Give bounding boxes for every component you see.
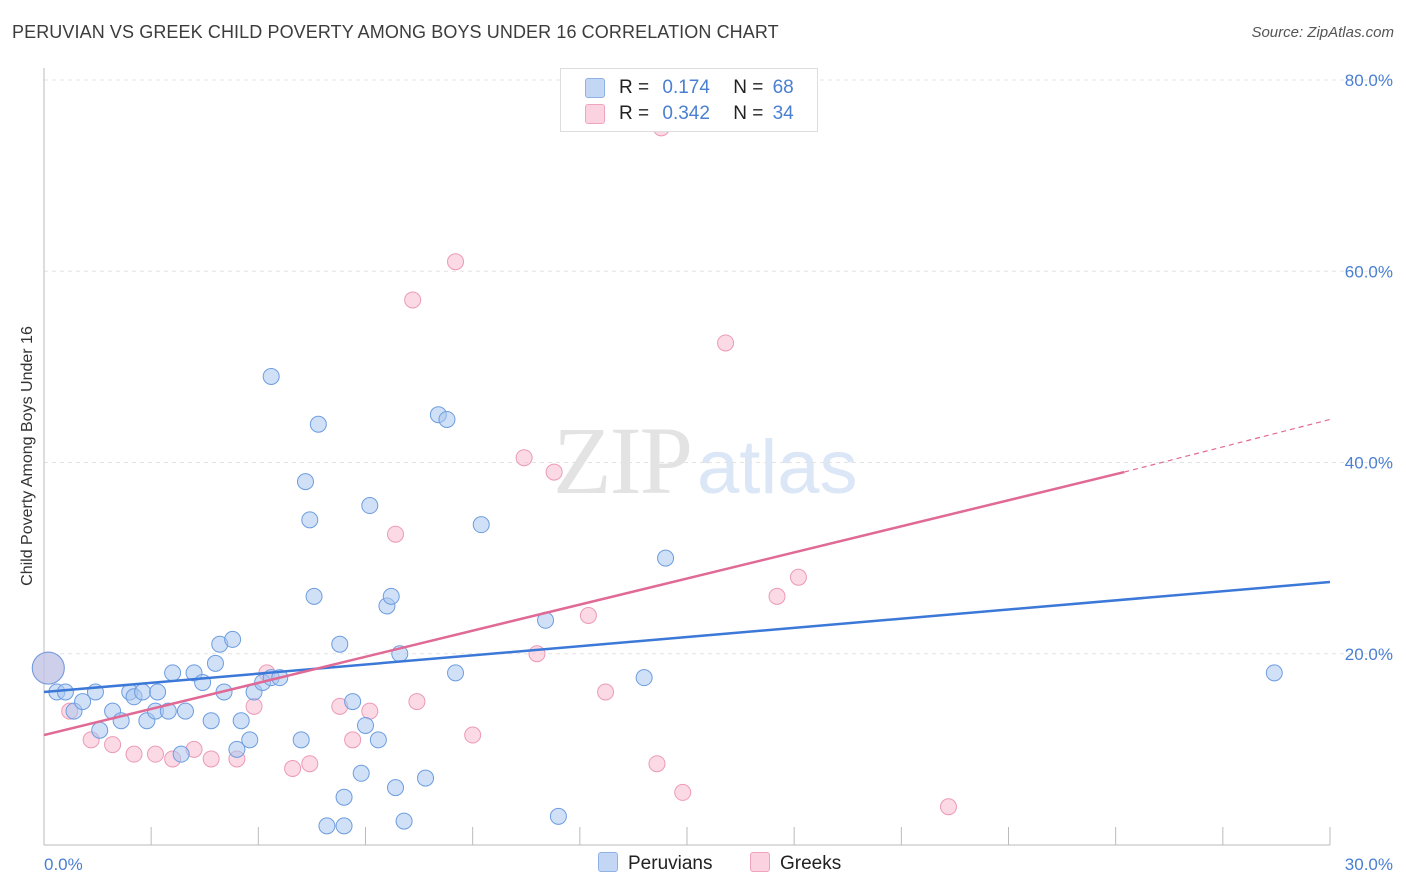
greek-point [301, 755, 319, 773]
legend-r-value: 0.342 [662, 103, 710, 124]
peruvian-point [296, 473, 314, 491]
greek-point [245, 697, 263, 715]
peruvian-point [335, 788, 353, 806]
peruvian-point [134, 683, 152, 701]
peruvian-point [232, 712, 250, 730]
legend-r-label: R = [619, 77, 650, 98]
greek-point [104, 736, 122, 754]
x-tick-label: 30.0% [1345, 855, 1393, 874]
peruvian-point [335, 817, 353, 835]
peruvian-point [241, 731, 259, 749]
legend-label-peruvians: Peruvians [628, 853, 713, 874]
peruvian-point [635, 669, 653, 687]
legend-r-value: 0.174 [662, 77, 710, 98]
legend-label-greeks: Greeks [780, 853, 842, 874]
stats-legend: R = 0.174 N = 68 R = 0.342 N = 34 [560, 68, 818, 132]
peruvian-point [202, 712, 220, 730]
peruvian-point [395, 812, 413, 830]
legend-swatch-peruvians [598, 852, 618, 872]
greek-point [464, 726, 482, 744]
y-tick-label: 60.0% [1345, 262, 1393, 281]
bottom-legend-greeks: Greeks [750, 852, 841, 875]
peruvian-point [417, 769, 435, 787]
peruvian-point [149, 683, 167, 701]
peruvian-point [176, 702, 194, 720]
legend-n-value: 34 [772, 103, 794, 124]
peruvians-trend-line [43, 580, 1331, 694]
y-tick-label: 80.0% [1345, 71, 1393, 90]
greek-point [344, 731, 362, 749]
peruvian-point [292, 731, 310, 749]
source-credit: Source: ZipAtlas.com [1251, 24, 1394, 41]
peruvian-point [344, 693, 362, 711]
peruvian-point [318, 817, 336, 835]
peruvian-point [228, 740, 246, 758]
greek-point [789, 568, 807, 586]
peruvian-point [164, 664, 182, 682]
legend-n-label: N = [733, 103, 764, 124]
legend-swatch-peruvians [585, 78, 605, 98]
greek-point [404, 291, 422, 309]
legend-r-label: R = [619, 103, 650, 124]
greek-point [579, 607, 597, 624]
greek-point [717, 334, 735, 352]
greek-point [125, 745, 143, 763]
greek-point [408, 693, 426, 711]
greek-point [674, 783, 692, 801]
peruvian-point [369, 731, 387, 749]
peruvian-point [447, 664, 465, 682]
greek-point [648, 755, 666, 773]
y-tick-label: 40.0% [1345, 454, 1393, 473]
peruvian-point [262, 367, 280, 385]
greek-point [768, 587, 786, 605]
peruvian-point [387, 779, 405, 797]
bottom-legend-peruvians: Peruvians [598, 852, 713, 875]
peruvian-point [657, 549, 675, 567]
legend-n-value: 68 [772, 77, 794, 98]
peruvian-point [549, 807, 567, 825]
peruvian-point [357, 716, 374, 734]
greek-point [146, 745, 164, 763]
legend-swatch-greeks [750, 852, 770, 872]
greek-point [447, 253, 465, 271]
peruvian-point [31, 651, 65, 685]
greek-point [387, 525, 405, 543]
peruvian-point [1265, 664, 1283, 682]
peruvian-point [301, 511, 319, 529]
y-tick-label: 20.0% [1345, 645, 1393, 664]
peruvian-point [305, 587, 323, 605]
peruvian-point [56, 683, 74, 701]
greeks-trend-extension [1124, 418, 1331, 473]
legend-n-label: N = [733, 77, 764, 98]
greek-point [597, 683, 615, 701]
greek-point [284, 760, 302, 777]
peruvian-point [74, 693, 92, 711]
peruvian-point [331, 635, 349, 653]
peruvian-point [224, 630, 242, 648]
peruvian-point [352, 764, 370, 782]
greek-point [361, 702, 379, 720]
greek-point [545, 463, 563, 481]
watermark-atlas: atlas [697, 425, 858, 510]
peruvian-point [206, 654, 224, 672]
greek-point [515, 449, 533, 467]
peruvian-point [159, 702, 177, 720]
peruvian-point [309, 415, 327, 433]
greek-point [939, 798, 957, 816]
chart-title: PERUVIAN VS GREEK CHILD POVERTY AMONG BO… [12, 22, 779, 42]
greeks-trend-line [43, 470, 1125, 737]
watermark-zip: ZIP [553, 407, 693, 514]
peruvian-point [472, 516, 490, 534]
peruvian-point [91, 721, 109, 739]
peruvian-point [361, 497, 379, 515]
peruvian-point [382, 587, 400, 605]
watermark: ZIPatlas [553, 405, 858, 516]
legend-swatch-greeks [585, 104, 605, 124]
peruvian-point [438, 410, 456, 428]
x-tick-label: 0.0% [44, 855, 83, 874]
greek-point [202, 750, 220, 768]
peruvian-point [172, 745, 190, 763]
